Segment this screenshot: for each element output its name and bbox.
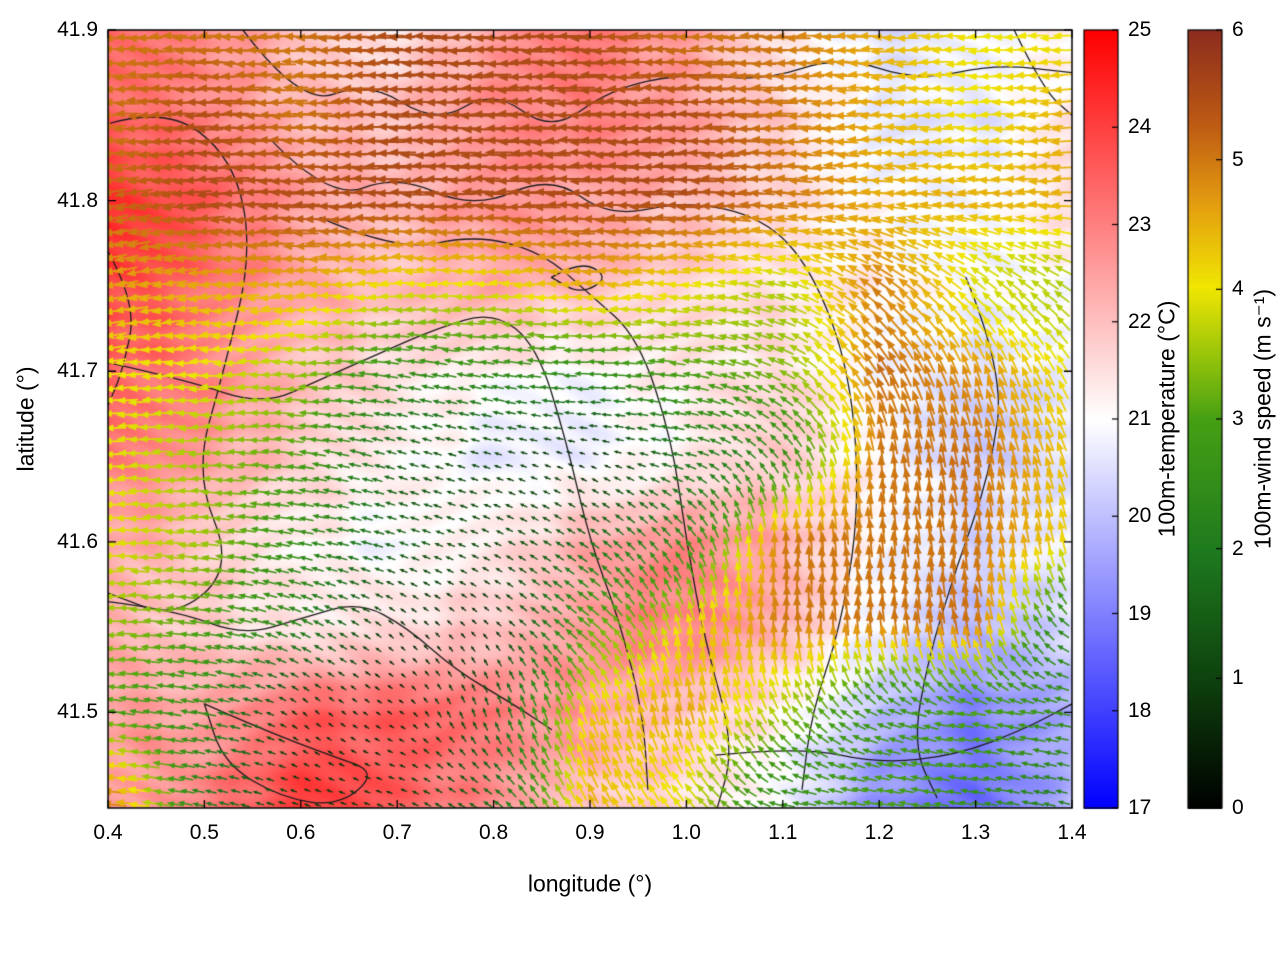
y-tick-label: 41.8 (57, 188, 98, 212)
windspeed-cbar-tick-label: 0 (1232, 796, 1244, 819)
x-tick-label: 1.1 (768, 821, 798, 844)
temperature-cbar-tick-label: 18 (1128, 698, 1152, 722)
temperature-cbar-tick-label: 21 (1128, 407, 1152, 430)
temperature-cbar-tick-label: 23 (1128, 212, 1152, 236)
x-tick-label: 0.5 (189, 821, 219, 844)
y-tick-label: 41.7 (57, 359, 98, 383)
x-tick-label: 0.6 (286, 821, 316, 844)
x-tick-label: 1.4 (1057, 821, 1087, 844)
windspeed-cbar-tick-label: 6 (1232, 18, 1244, 41)
x-tick-label: 1.3 (960, 821, 991, 844)
x-axis-label: longitude (°) (527, 870, 653, 897)
temperature-cbar-tick-label: 17 (1128, 796, 1152, 819)
x-tick-label: 1.2 (864, 821, 894, 844)
x-tick-label: 0.4 (93, 821, 123, 844)
temperature-cbar-tick-label: 19 (1128, 601, 1152, 625)
x-tick-label: 0.8 (478, 821, 509, 844)
windspeed-cbar-tick-label: 5 (1232, 147, 1244, 171)
windspeed-cbar-tick-label: 3 (1232, 407, 1244, 430)
y-tick-label: 41.6 (57, 529, 98, 553)
y-tick-label: 41.9 (57, 18, 98, 41)
y-tick-label: 41.5 (57, 700, 98, 724)
temperature-cbar-tick-label: 20 (1128, 504, 1152, 528)
x-tick-label: 0.7 (382, 821, 412, 844)
x-tick-label: 1.0 (671, 821, 701, 844)
windspeed-cbar-tick-label: 1 (1232, 666, 1244, 690)
x-tick-label: 0.9 (575, 821, 605, 844)
temperature-cbar-tick-label: 22 (1128, 309, 1152, 333)
temperature-cbar-tick-label: 25 (1128, 18, 1152, 41)
windspeed-cbar-tick-label: 2 (1232, 536, 1244, 560)
temperature-cbar-tick-label: 24 (1128, 115, 1152, 139)
windspeed-cbar-tick-label: 4 (1232, 277, 1244, 301)
